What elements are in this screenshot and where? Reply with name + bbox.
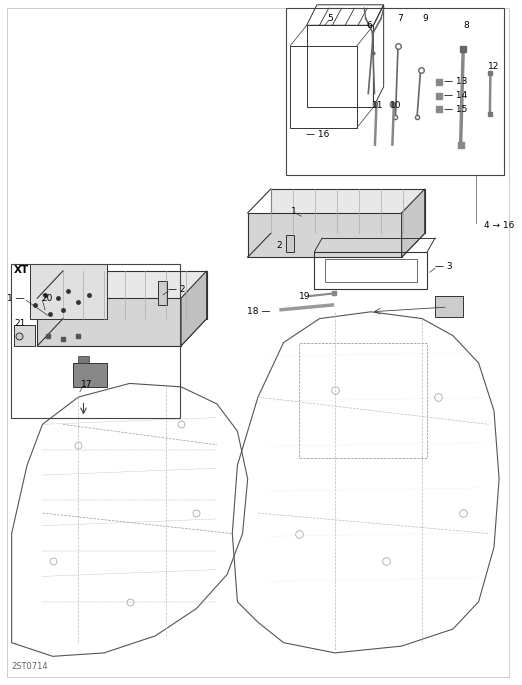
Text: — 13: — 13	[444, 77, 467, 86]
Bar	[10, 264, 180, 418]
Text: — 16: — 16	[306, 130, 329, 139]
Bar	[78, 356, 89, 363]
Text: — 3: — 3	[435, 262, 453, 271]
Bar	[314, 252, 428, 289]
Text: 1 —: 1 —	[7, 294, 25, 303]
Polygon shape	[37, 298, 181, 346]
Text: 5: 5	[327, 14, 333, 23]
Text: 12: 12	[488, 62, 499, 71]
Text: 7: 7	[398, 14, 404, 23]
Text: 6: 6	[367, 21, 373, 29]
Text: 19: 19	[299, 292, 311, 301]
Bar	[435, 296, 463, 316]
Bar	[73, 363, 106, 387]
Text: — 2: — 2	[168, 285, 186, 294]
Bar	[14, 325, 35, 346]
Text: 21: 21	[14, 319, 26, 328]
Bar	[30, 264, 106, 319]
Bar	[158, 281, 167, 305]
Polygon shape	[271, 189, 425, 234]
Text: 18 —: 18 —	[247, 308, 271, 316]
Text: 9: 9	[422, 14, 428, 23]
Text: — 14: — 14	[444, 91, 467, 100]
Bar	[286, 8, 504, 175]
Bar	[299, 342, 428, 458]
Polygon shape	[401, 189, 425, 258]
Polygon shape	[63, 271, 207, 319]
Text: 20: 20	[41, 294, 53, 303]
Polygon shape	[247, 213, 401, 258]
Text: 2ST0714: 2ST0714	[11, 662, 48, 671]
Text: XT: XT	[14, 265, 29, 275]
Bar	[325, 258, 417, 282]
Text: 8: 8	[463, 21, 469, 29]
Bar	[286, 236, 294, 253]
Text: 4 → 16: 4 → 16	[484, 221, 514, 229]
Text: — 15: — 15	[444, 105, 467, 114]
Text: 11: 11	[372, 101, 384, 110]
Polygon shape	[181, 271, 207, 346]
Text: 17: 17	[81, 380, 92, 389]
Text: 10: 10	[390, 101, 401, 110]
Text: 1: 1	[291, 207, 297, 216]
Text: 2: 2	[276, 241, 281, 250]
